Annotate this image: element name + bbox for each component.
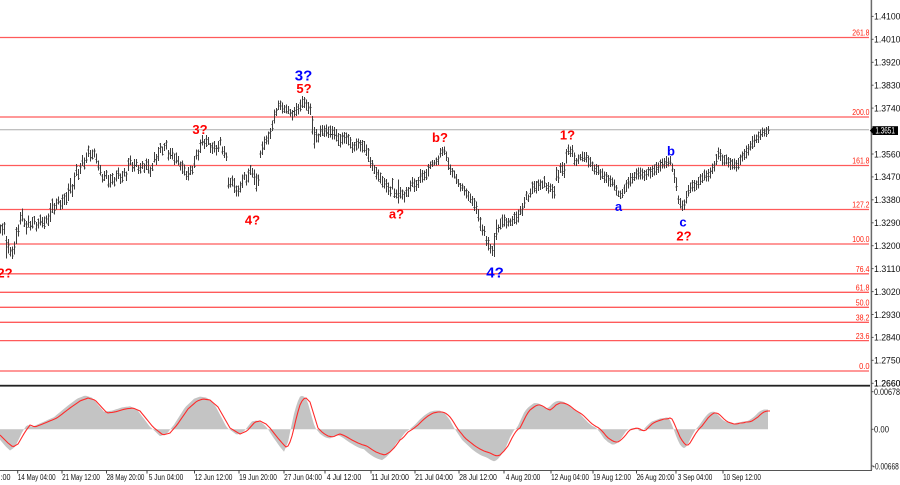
svg-text:21 May 12:00: 21 May 12:00 xyxy=(62,473,100,482)
svg-text:11 Jul 20:00: 11 Jul 20:00 xyxy=(371,473,409,482)
svg-text:5?: 5? xyxy=(296,81,311,96)
svg-text:1.3920: 1.3920 xyxy=(874,58,900,68)
svg-text:2?: 2? xyxy=(0,266,13,281)
svg-text:3?: 3? xyxy=(192,122,207,137)
svg-text:1.2750: 1.2750 xyxy=(874,356,900,366)
svg-text:a?: a? xyxy=(389,207,404,222)
svg-text:12 Aug 04:00: 12 Aug 04:00 xyxy=(551,473,589,482)
svg-text:1.4010: 1.4010 xyxy=(874,35,900,45)
svg-text:14 May 04:00: 14 May 04:00 xyxy=(18,473,56,482)
svg-text::00: :00 xyxy=(1,473,11,482)
svg-text:1.2660: 1.2660 xyxy=(874,379,900,389)
svg-text:2?: 2? xyxy=(676,229,691,244)
svg-text:5 Jun 04:00: 5 Jun 04:00 xyxy=(149,473,184,482)
svg-text:100.0: 100.0 xyxy=(852,235,870,244)
svg-text:76.4: 76.4 xyxy=(856,265,870,274)
svg-text:1.3380: 1.3380 xyxy=(874,195,900,205)
svg-text:19 Aug 12:00: 19 Aug 12:00 xyxy=(593,473,631,482)
svg-text:3?: 3? xyxy=(295,67,313,84)
svg-text:161.8: 161.8 xyxy=(852,157,870,166)
svg-text:c: c xyxy=(679,215,686,230)
svg-text:27 Jun 04:00: 27 Jun 04:00 xyxy=(284,473,322,482)
svg-text:127.2: 127.2 xyxy=(852,201,870,210)
svg-text:1.4100: 1.4100 xyxy=(874,12,900,22)
svg-text:23.6: 23.6 xyxy=(856,332,870,341)
svg-text:1.2930: 1.2930 xyxy=(874,310,900,320)
svg-text:200.0: 200.0 xyxy=(852,108,870,117)
svg-text:1?: 1? xyxy=(560,128,575,143)
svg-text:0.00678: 0.00678 xyxy=(874,387,900,397)
svg-text:1.3200: 1.3200 xyxy=(874,241,900,251)
svg-text:0.00: 0.00 xyxy=(874,425,889,435)
svg-text:1.3830: 1.3830 xyxy=(874,81,900,91)
svg-text:50.0: 50.0 xyxy=(856,299,870,308)
svg-text:4?: 4? xyxy=(486,264,504,281)
svg-text:61.8: 61.8 xyxy=(856,284,870,293)
svg-text:a: a xyxy=(615,199,623,214)
svg-text:26 Aug 20:00: 26 Aug 20:00 xyxy=(637,473,675,482)
svg-text:10 Sep 12:00: 10 Sep 12:00 xyxy=(723,473,761,482)
svg-text:28 Jul 12:00: 28 Jul 12:00 xyxy=(459,473,497,482)
svg-text:21 Jul 04:00: 21 Jul 04:00 xyxy=(415,473,453,482)
svg-text:0.0: 0.0 xyxy=(859,362,870,371)
svg-text:4?: 4? xyxy=(245,213,260,228)
svg-text:b: b xyxy=(667,144,675,159)
svg-text:12 Jun 12:00: 12 Jun 12:00 xyxy=(195,473,233,482)
svg-text:19 Jun 20:00: 19 Jun 20:00 xyxy=(239,473,277,482)
svg-text:28 May 20:00: 28 May 20:00 xyxy=(107,473,145,482)
svg-text:b?: b? xyxy=(432,130,448,145)
svg-text:1.3651: 1.3651 xyxy=(875,126,895,136)
svg-text:261.8: 261.8 xyxy=(852,29,870,38)
svg-text:1.2660: 1.2660 xyxy=(874,379,900,389)
svg-text:4 Jul 12:00: 4 Jul 12:00 xyxy=(327,473,362,482)
svg-text:1.3290: 1.3290 xyxy=(874,218,900,228)
svg-text:1.3110: 1.3110 xyxy=(874,264,900,274)
svg-text:1.3020: 1.3020 xyxy=(874,287,900,297)
svg-text:1.3740: 1.3740 xyxy=(874,103,900,113)
svg-text:38.2: 38.2 xyxy=(856,314,870,323)
svg-text:3 Sep 04:00: 3 Sep 04:00 xyxy=(678,473,713,482)
svg-text:4 Aug 20:00: 4 Aug 20:00 xyxy=(506,473,541,482)
svg-text:1.3560: 1.3560 xyxy=(874,149,900,159)
svg-text:-0.00668: -0.00668 xyxy=(873,461,899,471)
svg-text:1.2840: 1.2840 xyxy=(874,333,900,343)
svg-text:1.3470: 1.3470 xyxy=(874,172,900,182)
